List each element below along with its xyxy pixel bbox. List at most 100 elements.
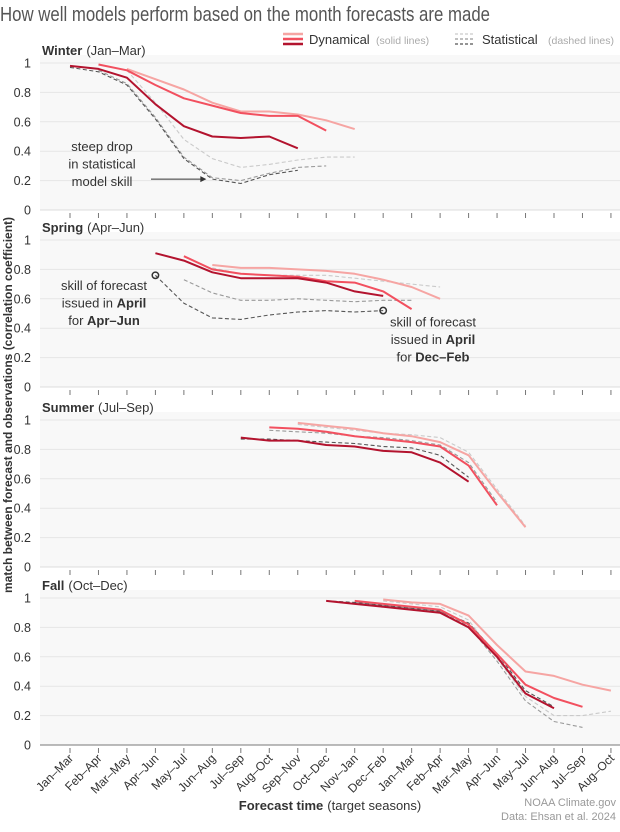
statistical-series-line	[240, 438, 469, 478]
y-axis-label: match between forecast and observations …	[1, 217, 15, 593]
panel-title-range: (Jan–Mar)	[86, 43, 145, 58]
dynamical-series-line	[383, 598, 612, 692]
dynamical-series-line	[98, 63, 327, 132]
annotation-text-part: April	[117, 295, 147, 310]
y-tick-label: 0	[24, 204, 31, 218]
y-tick-label: 0.8	[14, 86, 31, 100]
annotation-text-part: Apr–Jun	[87, 313, 140, 328]
panel-title: Spring (Apr–Jun)	[42, 220, 144, 235]
panel-fall: Fall (Oct–Dec) 0 0.2 0.4 0.6 0.8 1	[14, 578, 620, 753]
panel-summer: Summer (Jul–Sep) 0 0.2 0.4 0.6 0.8 1	[14, 400, 620, 575]
y-tick-label: 0.4	[14, 145, 31, 159]
annotation-text: for Dec–Feb	[397, 350, 470, 365]
statistical-series-line	[183, 279, 412, 303]
y-tick-label: 0.8	[14, 263, 31, 277]
annotation-text: issued in April	[391, 332, 476, 347]
y-tick-label: 0	[24, 561, 31, 575]
dynamical-series-line	[212, 264, 441, 300]
panel-spring: Spring (Apr–Jun) 0 0.2 0.4 0.6 0.8 1 skill of fo…	[14, 220, 620, 395]
y-tick-label: 0.6	[14, 472, 31, 486]
annotation-text: skill of forecast	[390, 315, 476, 330]
dynamical-series-line	[326, 599, 555, 710]
annotation-text-part: steep drop	[71, 139, 132, 154]
y-tick-label: 0.2	[14, 709, 31, 723]
annotation-text: in statistical	[68, 157, 135, 172]
credit-source: NOAA Climate.gov	[524, 797, 616, 809]
y-tick-label: 0.8	[14, 443, 31, 457]
x-axis-label: Forecast time (target seasons)	[239, 798, 421, 813]
y-tick-label: 0.6	[14, 650, 31, 664]
y-tick-label: 1	[24, 234, 31, 248]
panel-title-bold: Fall	[42, 578, 64, 593]
annotation-text-part: issued in	[62, 295, 117, 310]
annotation-marker	[379, 306, 388, 315]
statistical-series-line	[126, 69, 355, 168]
y-tick-label: 1	[24, 592, 31, 606]
annotation-text: for Apr–Jun	[68, 313, 140, 328]
dynamical-series-line	[183, 255, 413, 310]
panel-title: Fall (Oct–Dec)	[42, 578, 128, 593]
annotation-text-part: for	[68, 313, 87, 328]
x-axis-label-bold: Forecast time	[239, 798, 324, 813]
statistical-series-line	[297, 423, 526, 527]
y-tick-label: 0.2	[14, 174, 31, 188]
annotation-text: skill of forecast	[61, 278, 147, 293]
annotation: skill of forecast issued in April for Dec–…	[379, 306, 476, 365]
panel-title-range: (Oct–Dec)	[68, 578, 127, 593]
legend-dynamical-label: Dynamical	[309, 32, 370, 47]
dynamical-series-line	[69, 64, 299, 150]
legend-statistical-note: (dashed lines)	[548, 35, 614, 47]
annotation-text-part: model skill	[72, 174, 133, 189]
arrow-head-icon	[200, 176, 207, 183]
panel-title: Winter (Jan–Mar)	[42, 43, 146, 58]
annotation-marker	[151, 271, 160, 280]
annotation-text: steep drop	[71, 139, 132, 154]
annotation-text: model skill	[72, 174, 133, 189]
annotation-text-part: skill of forecast	[390, 315, 476, 330]
y-tick-label: 1	[24, 414, 31, 428]
y-tick-label: 0.2	[14, 351, 31, 365]
statistical-series-line	[69, 66, 298, 185]
annotation-text-part: issued in	[391, 332, 446, 347]
annotation-text-part: in statistical	[68, 157, 135, 172]
panel-title-bold: Spring	[42, 220, 83, 235]
annotation: steep drop in statistical model skill	[68, 139, 207, 189]
statistical-series-line	[269, 429, 498, 503]
annotation-text-part: for	[397, 350, 416, 365]
x-axis-label-rest: (target seasons)	[327, 798, 421, 813]
chart-title: How well models perform based on the mon…	[0, 4, 490, 26]
plot-background	[40, 590, 620, 745]
dynamical-series-line	[126, 67, 355, 131]
legend: Dynamical (solid lines) Statistical (dashed…	[283, 32, 614, 47]
dynamical-series-line	[297, 421, 527, 528]
statistical-series-line	[383, 600, 611, 717]
dynamical-series-line	[240, 436, 470, 483]
annotation-text-part: April	[446, 332, 476, 347]
y-tick-label: 0.2	[14, 531, 31, 545]
statistical-series-line	[98, 69, 327, 182]
y-tick-label: 1	[24, 57, 31, 71]
annotation-text-part: skill of forecast	[61, 278, 147, 293]
panel-title-range: (Apr–Jun)	[87, 220, 144, 235]
y-tick-label: 0.4	[14, 322, 31, 336]
panel-winter: Winter (Jan–Mar) 0 0.2 0.4 0.6 0.8 1 steep drop i…	[14, 43, 620, 218]
y-tick-label: 0.4	[14, 680, 31, 694]
panel-title-bold: Winter	[42, 43, 82, 58]
plot-background	[40, 232, 620, 387]
panel-title-bold: Summer	[42, 400, 94, 415]
dynamical-series-line	[354, 599, 583, 708]
panel-title-range: (Jul–Sep)	[98, 400, 154, 415]
statistical-series-line	[326, 600, 555, 708]
annotation: skill of forecast issued in April for Apr–…	[61, 271, 160, 328]
dynamical-series-line	[269, 426, 498, 506]
annotation-text: issued in April	[62, 295, 147, 310]
credit-data: Data: Ehsan et al. 2024	[501, 811, 616, 823]
plot-background	[40, 412, 620, 567]
dynamical-series-line	[155, 252, 384, 297]
legend-dynamical-note: (solid lines)	[376, 35, 429, 47]
y-tick-label: 0.8	[14, 621, 31, 635]
panel-title: Summer (Jul–Sep)	[42, 400, 154, 415]
y-tick-label: 0.6	[14, 115, 31, 129]
y-tick-label: 0.4	[14, 502, 31, 516]
